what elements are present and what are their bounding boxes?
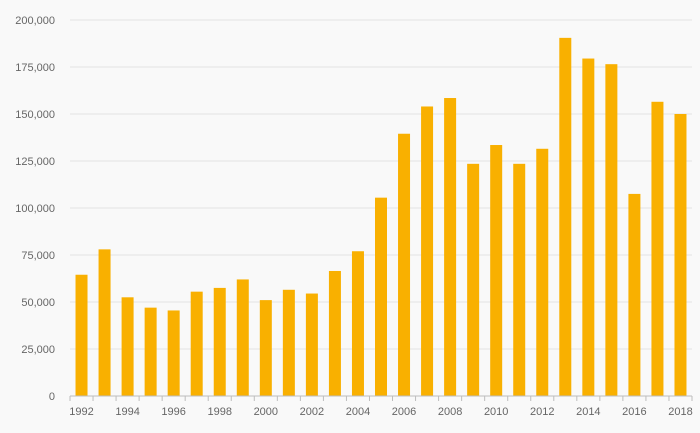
x-tick-label: 2014 bbox=[576, 406, 600, 418]
bar bbox=[282, 289, 295, 396]
bar bbox=[236, 279, 249, 396]
x-tick-label: 2004 bbox=[346, 406, 370, 418]
bar bbox=[190, 291, 203, 396]
y-axis-tick-labels: 0 25,000 50,000 75,000 100,000 125,000 150,000… bbox=[15, 15, 55, 403]
x-tick-label: 2018 bbox=[668, 406, 692, 418]
bar bbox=[651, 101, 664, 396]
x-tick-label: 2002 bbox=[300, 406, 324, 418]
x-tick-label: 2010 bbox=[484, 406, 508, 418]
x-axis-ticks: 1992 1994 1996 1998 2000 2002 2004 2006 2008 2010… bbox=[69, 396, 693, 418]
bar bbox=[490, 145, 503, 396]
bar bbox=[513, 163, 526, 396]
x-tick-label: 1994 bbox=[115, 406, 139, 418]
bar bbox=[167, 310, 180, 396]
bar bbox=[259, 300, 272, 396]
bar bbox=[628, 193, 641, 396]
y-tick-label: 0 bbox=[49, 391, 55, 403]
x-tick-label: 1998 bbox=[207, 406, 231, 418]
y-tick-label: 50,000 bbox=[21, 297, 55, 309]
x-tick-label: 1996 bbox=[161, 406, 185, 418]
y-tick-label: 25,000 bbox=[21, 344, 55, 356]
bars bbox=[75, 37, 687, 397]
bar bbox=[121, 297, 134, 396]
bar bbox=[536, 148, 549, 396]
x-tick-label: 2012 bbox=[530, 406, 554, 418]
bar bbox=[559, 37, 572, 397]
bar bbox=[421, 106, 434, 396]
y-tick-label: 175,000 bbox=[15, 62, 55, 74]
bar bbox=[582, 58, 595, 396]
bar bbox=[305, 293, 318, 396]
y-tick-label: 200,000 bbox=[15, 15, 55, 27]
bar bbox=[375, 197, 387, 396]
bar bbox=[144, 307, 157, 396]
bar bbox=[674, 114, 687, 396]
x-tick-label: 2000 bbox=[254, 406, 278, 418]
y-tick-label: 75,000 bbox=[21, 250, 55, 262]
bar bbox=[467, 163, 480, 396]
x-tick-label: 2008 bbox=[438, 406, 462, 418]
bar bbox=[605, 64, 618, 397]
bar bbox=[398, 133, 411, 397]
x-tick-label: 1992 bbox=[69, 406, 93, 418]
bar bbox=[213, 287, 226, 396]
y-tick-label: 150,000 bbox=[15, 109, 55, 121]
bar bbox=[328, 270, 341, 396]
x-tick-label: 2006 bbox=[392, 406, 416, 418]
bar bbox=[98, 249, 111, 396]
y-tick-label: 125,000 bbox=[15, 156, 55, 168]
x-tick-label: 2016 bbox=[622, 406, 646, 418]
bar bbox=[75, 274, 88, 396]
bar bbox=[351, 251, 364, 396]
y-tick-label: 100,000 bbox=[15, 203, 55, 215]
bar bbox=[444, 98, 457, 397]
